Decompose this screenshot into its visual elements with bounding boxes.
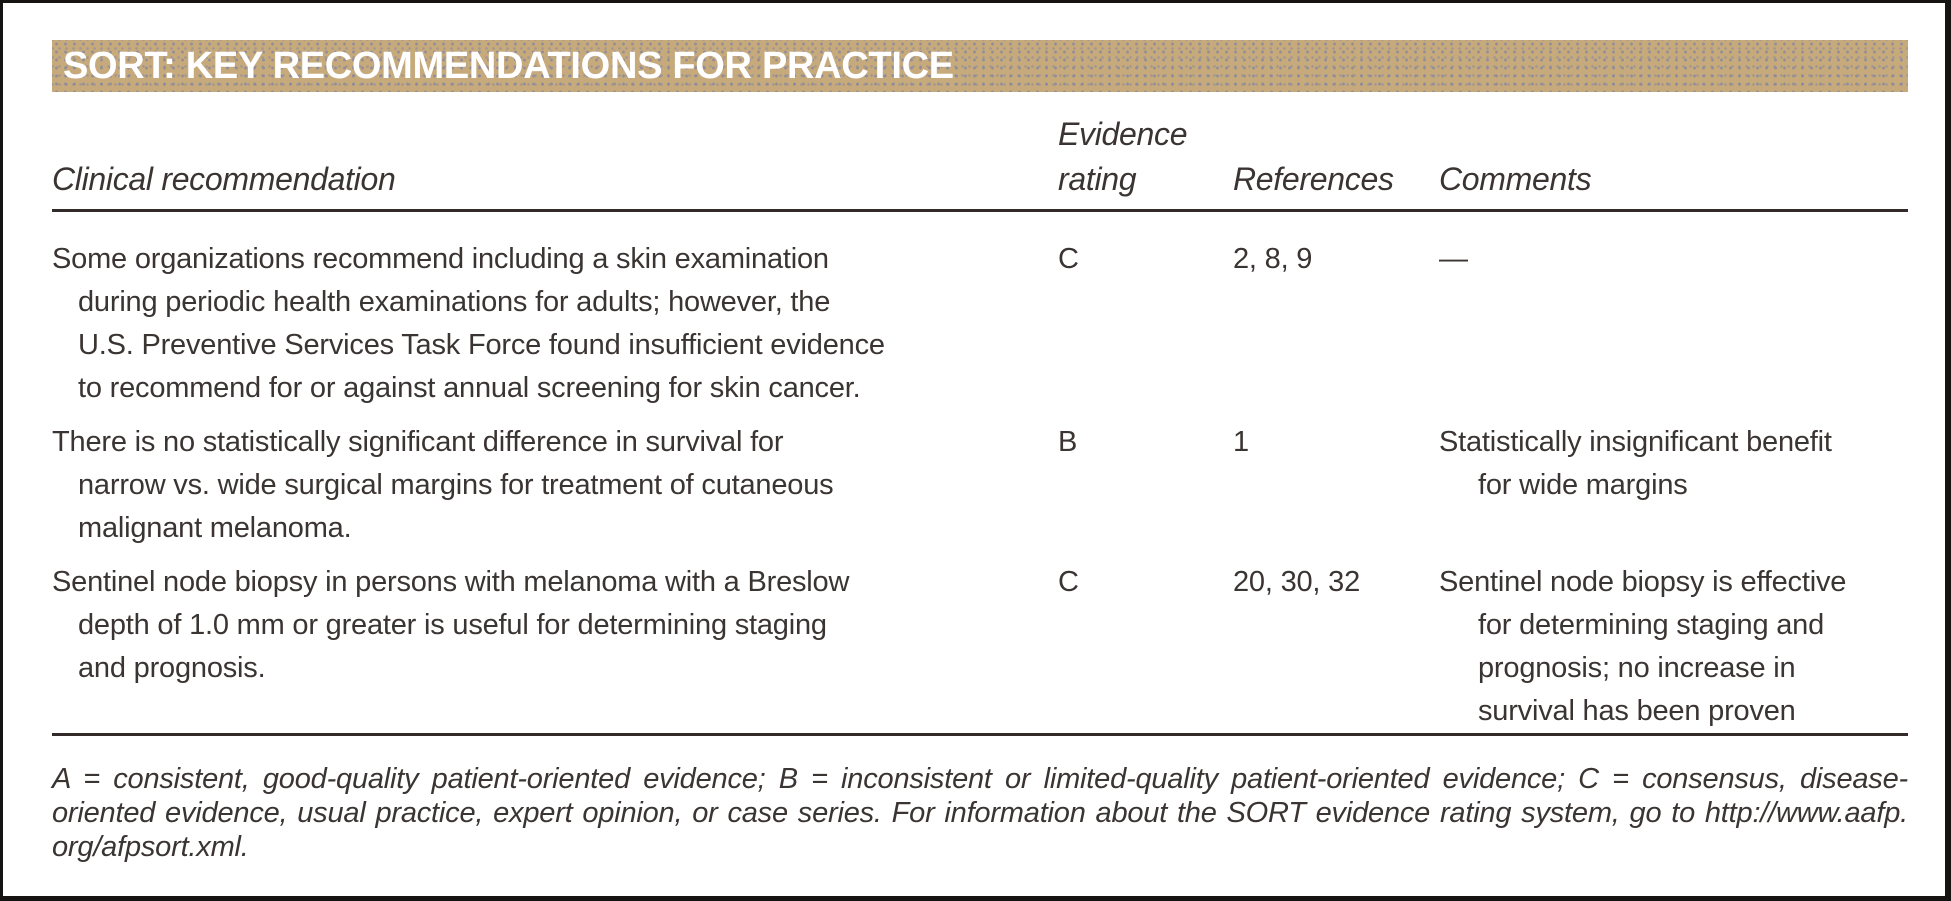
- recommendation-line: U.S. Preventive Services Task Force foun…: [78, 329, 885, 361]
- header-rule: [52, 209, 1908, 212]
- recommendation-line: depth of 1.0 mm or greater is useful for…: [78, 609, 827, 641]
- evidence-rating-value: C: [1058, 566, 1079, 598]
- comment-line: prognosis; no increase in: [1478, 652, 1796, 684]
- column-header-references: References: [1233, 161, 1394, 197]
- sort-footnote: A = consistent, good-quality patient-ori…: [52, 736, 1908, 864]
- table-row: Some organizations recommend including a…: [52, 238, 1908, 410]
- recommendation-line: There is no statistically significant di…: [52, 426, 784, 458]
- table-body: Some organizations recommend including a…: [52, 212, 1908, 733]
- references-value: 20, 30, 32: [1233, 566, 1360, 598]
- table-title-bar: SORT: KEY RECOMMENDATIONS FOR PRACTICE: [52, 40, 1908, 92]
- recommendation-cell: Sentinel node biopsy in persons with mel…: [52, 561, 1058, 690]
- recommendation-line: narrow vs. wide surgical margins for tre…: [78, 469, 834, 501]
- comments-cell: Statistically insignificant benefit for …: [1439, 421, 1908, 507]
- recommendation-line: and prognosis.: [78, 652, 266, 684]
- column-header-evidence-rating: Evidence rating: [1058, 116, 1188, 197]
- table-row: Sentinel node biopsy in persons with mel…: [52, 561, 1908, 733]
- footer-rule: [52, 733, 1908, 736]
- table-row: There is no statistically significant di…: [52, 421, 1908, 550]
- evidence-rating-value: B: [1058, 426, 1078, 458]
- references-value: 1: [1233, 426, 1249, 458]
- column-header-row: Clinical recommendation Evidence rating …: [52, 112, 1908, 202]
- comment-line: Sentinel node biopsy is effective: [1439, 566, 1847, 598]
- recommendation-line: malignant melanoma.: [78, 512, 352, 544]
- references-value: 2, 8, 9: [1233, 243, 1313, 275]
- footnote-line: oriented evidence, usual practice, exper…: [52, 797, 1908, 829]
- table-title: SORT: KEY RECOMMENDATIONS FOR PRACTICE: [63, 44, 954, 87]
- column-header-clinical-recommendation: Clinical recommendation: [52, 161, 396, 197]
- footnote-line: org/afpsort.xml.: [52, 831, 249, 863]
- recommendation-line: Sentinel node biopsy in persons with mel…: [52, 566, 850, 598]
- comments-cell: Sentinel node biopsy is effective for de…: [1439, 561, 1908, 733]
- comment-line: Statistically insignificant benefit: [1439, 426, 1832, 458]
- recommendation-line: during periodic health examinations for …: [78, 286, 831, 318]
- recommendation-line: to recommend for or against annual scree…: [78, 372, 861, 404]
- comment-line: for wide margins: [1478, 469, 1688, 501]
- recommendation-cell: There is no statistically significant di…: [52, 421, 1058, 550]
- column-header-comments: Comments: [1439, 161, 1592, 197]
- evidence-rating-value: C: [1058, 243, 1079, 275]
- comments-cell: —: [1439, 238, 1908, 281]
- recommendation-line: Some organizations recommend including a…: [52, 243, 829, 275]
- recommendation-cell: Some organizations recommend including a…: [52, 238, 1058, 410]
- comment-line: for determining staging and: [1478, 609, 1825, 641]
- comment-line: survival has been proven: [1478, 695, 1796, 727]
- footnote-line: A = consistent, good-quality patient-ori…: [52, 763, 1908, 795]
- table-content: Clinical recommendation Evidence rating …: [3, 112, 1945, 864]
- comment-line: —: [1439, 243, 1468, 275]
